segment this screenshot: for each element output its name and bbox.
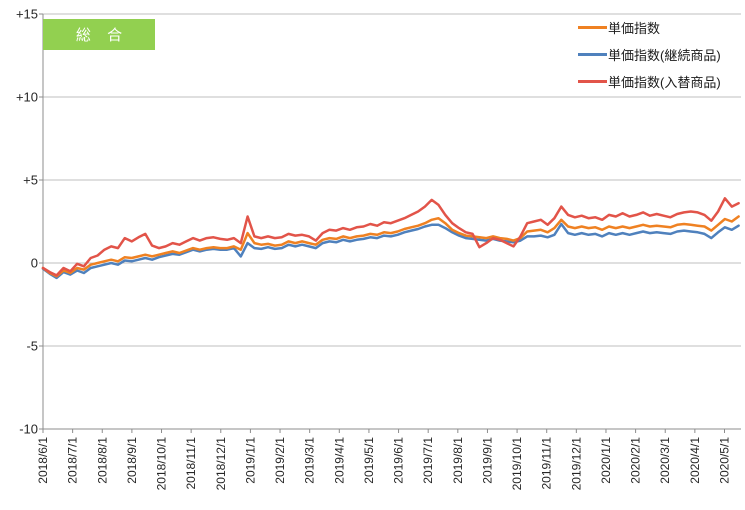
x-axis-label: 2020/5/1 <box>717 437 731 484</box>
y-axis-label: +10 <box>16 90 38 105</box>
x-axis-label: 2019/5/1 <box>362 437 376 484</box>
legend-label: 単価指数(入替商品) <box>608 75 721 90</box>
x-axis-label: 2018/12/1 <box>214 437 228 491</box>
x-axis-label: 2019/11/1 <box>540 437 554 490</box>
x-axis-label: 2019/10/1 <box>510 437 524 491</box>
x-axis-label: 2019/3/1 <box>303 437 317 484</box>
x-axis-label: 2020/3/1 <box>658 437 672 484</box>
legend-item: 単価指数(継続商品) <box>578 41 721 68</box>
legend-item: 単価指数 <box>578 14 721 41</box>
x-axis-label: 2018/7/1 <box>66 437 80 484</box>
legend-label: 単価指数(継続商品) <box>608 48 721 63</box>
y-axis-label: +5 <box>23 173 38 188</box>
legend-label: 単価指数 <box>608 21 661 36</box>
x-axis-label: 2020/2/1 <box>629 437 643 484</box>
series-line-2 <box>41 197 740 277</box>
x-axis-label: 2019/2/1 <box>273 437 287 484</box>
legend-item: 単価指数(入替商品) <box>578 68 721 95</box>
x-axis-label: 2020/1/1 <box>599 437 613 484</box>
x-axis-label: 2018/8/1 <box>95 437 109 484</box>
x-axis-label: 2020/4/1 <box>688 437 702 484</box>
legend-line-swatch <box>578 26 607 29</box>
legend-line-swatch <box>578 53 607 56</box>
y-axis-label: +15 <box>16 7 38 22</box>
legend: 単価指数単価指数(継続商品) 単価指数(入替商品) <box>578 14 721 95</box>
x-axis-label: 2019/4/1 <box>332 437 346 484</box>
series-line-1 <box>41 222 740 280</box>
y-axis-label: 0 <box>31 256 38 271</box>
legend-line-swatch <box>578 80 607 83</box>
x-axis-label: 2019/1/1 <box>243 437 257 484</box>
category-badge: 総 合 <box>43 19 155 50</box>
series-line-0 <box>41 215 740 278</box>
x-axis-label: 2019/12/1 <box>569 437 583 491</box>
x-axis-label: 2019/8/1 <box>451 437 465 484</box>
x-axis-label: 2019/6/1 <box>392 437 406 484</box>
x-axis-label: 2018/10/1 <box>155 437 169 491</box>
x-axis-label: 2018/6/1 <box>36 437 50 484</box>
y-axis-label: -10 <box>19 422 38 437</box>
x-axis-label: 2019/7/1 <box>421 437 435 484</box>
x-axis-label: 2019/9/1 <box>480 437 494 484</box>
y-axis-label: -5 <box>26 339 38 354</box>
x-axis-label: 2018/11/1 <box>184 437 198 490</box>
x-axis-label: 2018/9/1 <box>125 437 139 484</box>
